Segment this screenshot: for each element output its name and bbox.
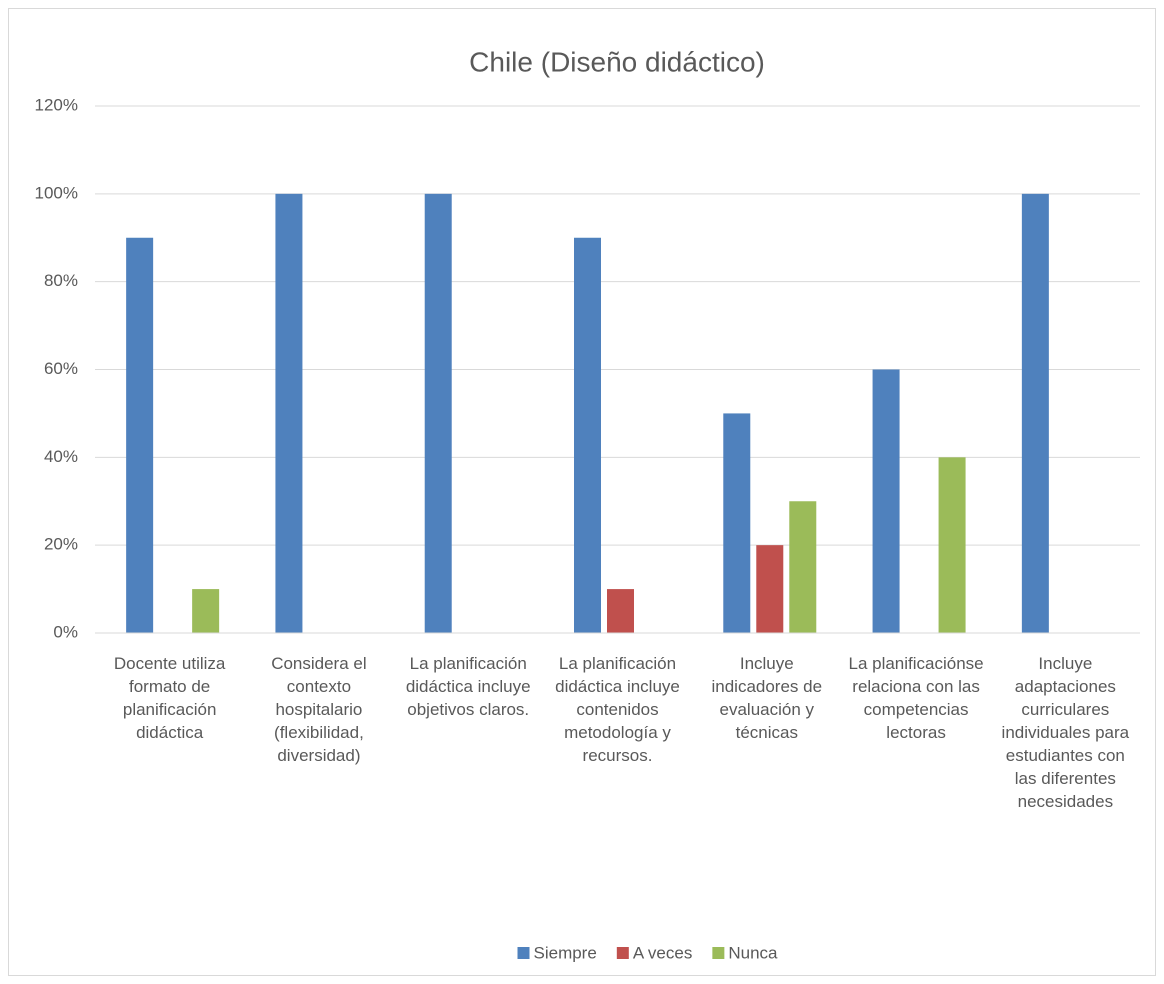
legend-swatch (712, 947, 725, 959)
bar (1021, 193, 1049, 634)
bar (756, 545, 784, 633)
legend-label: Siempre (534, 943, 597, 962)
bar (938, 457, 966, 633)
legend-swatch (517, 947, 530, 959)
y-tick-label: 80% (44, 271, 78, 290)
x-tick-label: La planificaciónse relaciona con las compe… (848, 654, 983, 742)
y-tick-label: 120% (35, 95, 78, 114)
bar (872, 369, 900, 633)
bar (723, 413, 751, 633)
x-tick-label: Incluye adaptaciones curriculares individua… (1002, 654, 1130, 811)
bar (126, 237, 154, 633)
bar (789, 501, 817, 633)
legend-label: A veces (633, 943, 693, 962)
y-tick-label: 40% (44, 447, 78, 466)
bar (192, 589, 220, 633)
y-tick-label: 20% (44, 535, 78, 554)
bar (607, 589, 634, 633)
bar (424, 193, 452, 634)
bar (275, 193, 303, 634)
chart-title: Chile (Diseño didáctico) (469, 46, 765, 77)
y-tick-label: 0% (53, 622, 78, 641)
y-tick-label: 100% (35, 183, 78, 202)
bar (574, 237, 601, 633)
legend-label: Nunca (728, 943, 778, 962)
x-tick-label: La planificación didáctica incluye conteni… (555, 654, 680, 765)
x-tick-label: Considera el contexto hospitalario (flexibi… (271, 654, 366, 765)
legend-swatch (616, 947, 629, 959)
y-tick-label: 60% (44, 359, 78, 378)
x-tick-label: La planificación didáctica incluye objetiv… (406, 654, 531, 719)
x-tick-label: Incluye indicadores de evaluación y técnica… (711, 654, 822, 742)
x-tick-label: Docente utiliza formato de planificación di… (114, 654, 226, 742)
